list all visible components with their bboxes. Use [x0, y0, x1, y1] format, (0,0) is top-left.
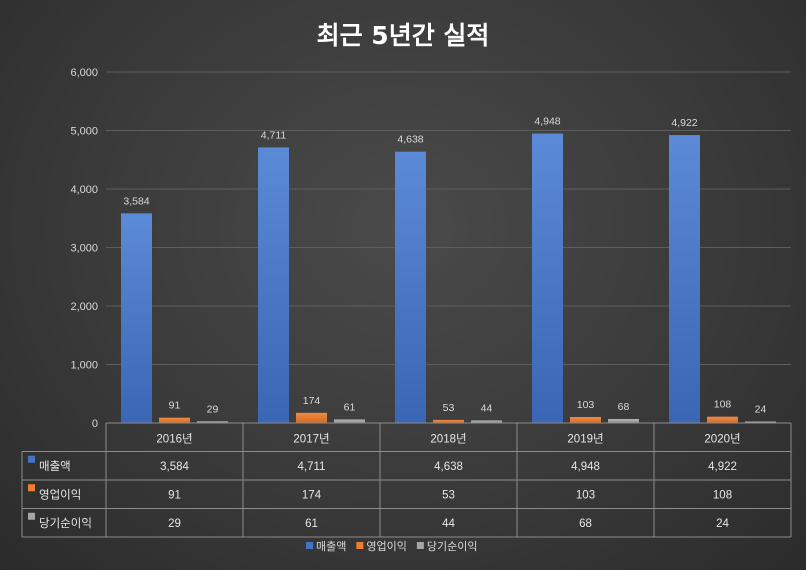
table-cell: 3,584 — [160, 461, 189, 473]
bar-매출액-2020년 — [669, 135, 700, 424]
table-legend-key — [28, 484, 35, 492]
legend-key — [306, 542, 313, 549]
table-cell: 103 — [576, 489, 595, 501]
data-label: 29 — [207, 403, 219, 415]
data-label: 3,584 — [123, 195, 149, 207]
table-cell: 61 — [305, 518, 318, 530]
bar-영업이익-2020년 — [707, 416, 738, 423]
table-header-cell: 2016년 — [156, 432, 192, 445]
bar-당기순이익-2016년 — [197, 421, 228, 423]
table-cell: 68 — [579, 518, 592, 530]
table-legend-key — [28, 512, 35, 520]
bar-매출액-2017년 — [258, 147, 289, 423]
table-cell: 44 — [442, 518, 455, 530]
legend-key — [416, 542, 424, 549]
data-label: 174 — [303, 395, 321, 407]
table-cell: 4,922 — [708, 461, 737, 473]
legend-label: 영업이익 — [366, 540, 406, 553]
legend-key — [356, 542, 364, 549]
table-header-cell: 2018년 — [430, 432, 466, 445]
data-label: 4,948 — [534, 116, 560, 128]
y-tick-label: 1,000 — [70, 360, 98, 372]
table-header-cell: 2017년 — [293, 432, 329, 445]
bar-영업이익-2017년 — [296, 412, 327, 423]
chart-title: 최근 5년간 실적 — [317, 21, 490, 50]
data-label: 4,711 — [261, 129, 287, 141]
data-label: 108 — [714, 399, 732, 411]
table-cell: 29 — [168, 518, 181, 530]
table-legend-key — [28, 455, 35, 463]
table-cell: 4,948 — [571, 461, 600, 473]
data-label: 68 — [618, 401, 630, 413]
y-tick-label: 6,000 — [70, 67, 98, 79]
bar-매출액-2016년 — [121, 213, 152, 423]
data-label: 4,922 — [671, 117, 697, 129]
bar-영업이익-2019년 — [570, 416, 601, 423]
bar-당기순이익-2020년 — [745, 421, 776, 423]
table-cell: 108 — [713, 489, 732, 501]
legend-label: 당기순이익 — [427, 540, 478, 553]
y-tick-label: 0 — [92, 418, 98, 430]
table-header-cell: 2020년 — [704, 432, 740, 445]
table-cell: 53 — [442, 489, 455, 501]
data-label: 53 — [443, 402, 455, 414]
table-cell: 4,711 — [298, 461, 326, 473]
bar-당기순이익-2019년 — [608, 419, 639, 423]
table-cell: 174 — [302, 489, 322, 501]
data-label: 24 — [755, 404, 767, 416]
data-label: 4,638 — [397, 134, 423, 146]
data-label: 44 — [481, 402, 493, 414]
bar-매출액-2019년 — [532, 133, 563, 424]
bar-영업이익-2016년 — [159, 417, 190, 423]
data-label: 61 — [344, 401, 356, 413]
bar-당기순이익-2017년 — [334, 419, 365, 423]
y-tick-label: 5,000 — [70, 126, 98, 138]
bar-영업이익-2018년 — [433, 419, 464, 423]
table-row-label: 당기순이익 — [39, 516, 92, 530]
y-tick-label: 2,000 — [70, 301, 98, 313]
bar-당기순이익-2018년 — [471, 420, 502, 423]
table-cell: 91 — [168, 489, 181, 501]
legend-label: 매출액 — [316, 540, 346, 553]
data-label: 103 — [577, 399, 595, 411]
bar-매출액-2018년 — [395, 151, 426, 423]
y-tick-label: 3,000 — [70, 243, 98, 255]
table-row-label: 매출액 — [39, 459, 71, 473]
data-label: 91 — [169, 400, 181, 412]
y-tick-label: 4,000 — [70, 184, 98, 196]
table-cell: 4,638 — [434, 461, 463, 473]
table-header-cell: 2019년 — [567, 432, 603, 445]
table-cell: 24 — [716, 518, 729, 530]
table-row-label: 영업이익 — [39, 487, 81, 501]
